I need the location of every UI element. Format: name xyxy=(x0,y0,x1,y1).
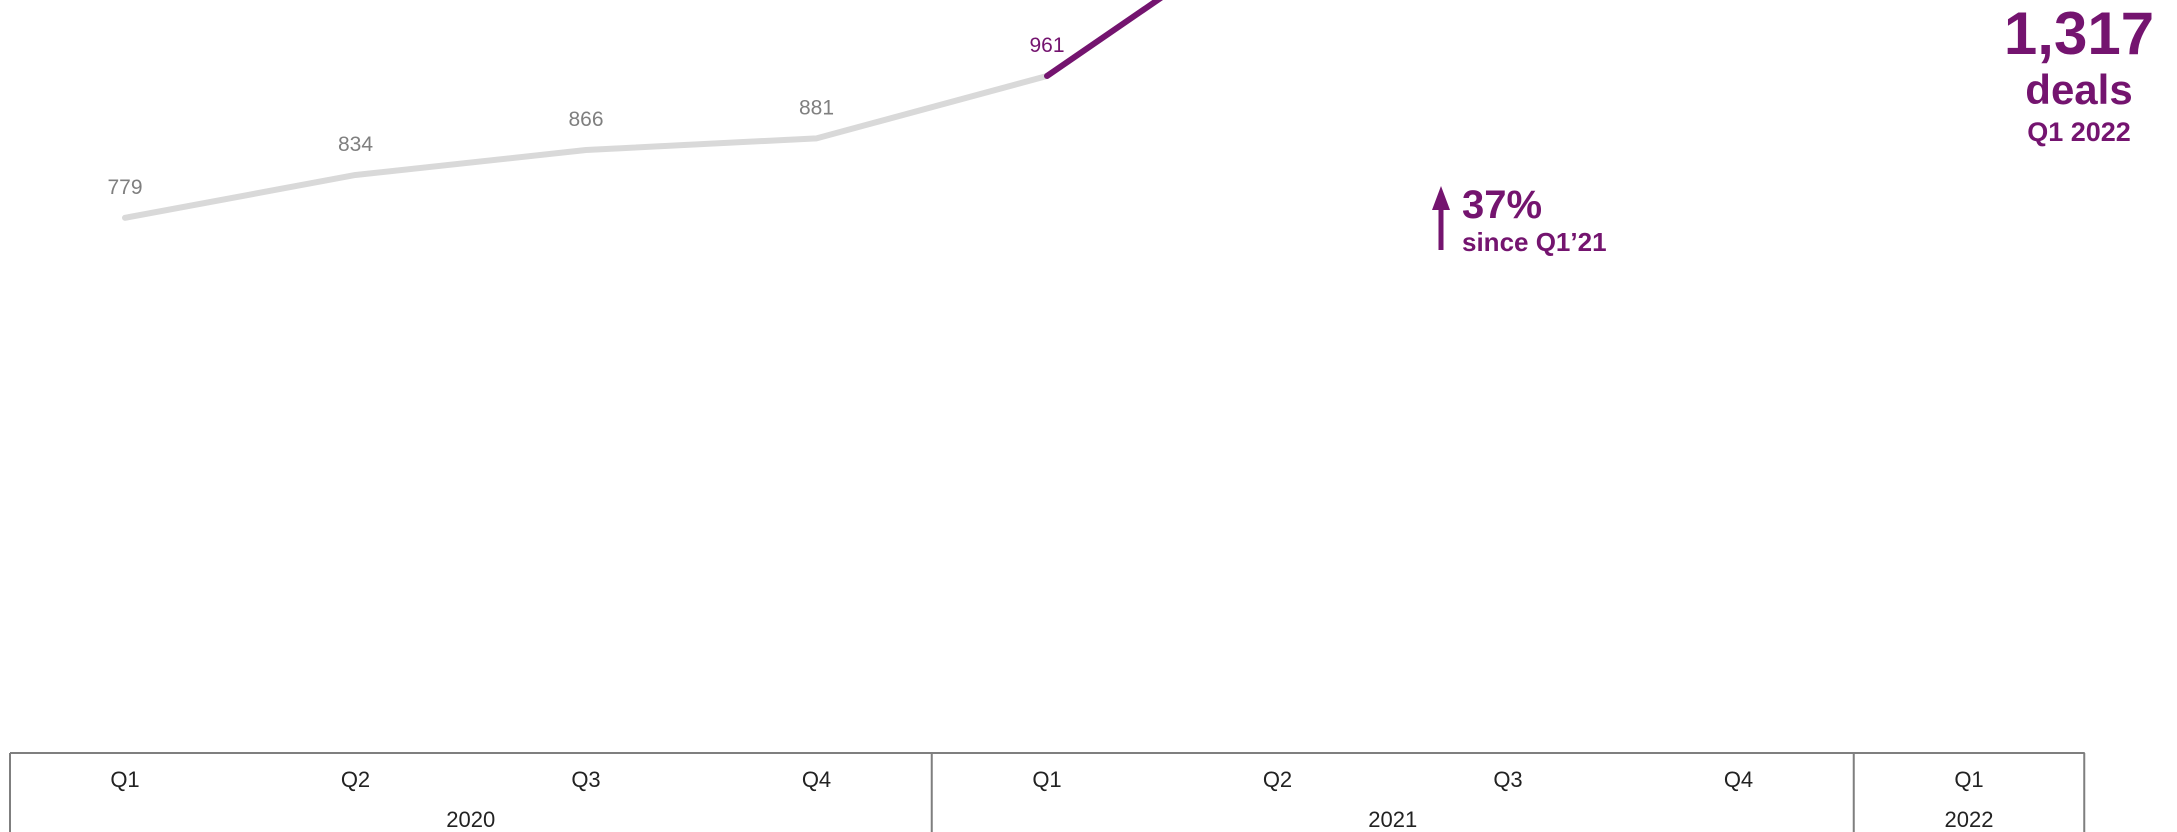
growth-label: since Q1’21 xyxy=(1462,227,1607,257)
year-label: 2022 xyxy=(1945,807,1994,832)
quarter-tick-label: Q3 xyxy=(1493,767,1522,792)
growth-value: 37% xyxy=(1462,183,1542,227)
data-label: 881 xyxy=(799,96,834,119)
line-series xyxy=(122,0,1163,221)
history-line xyxy=(122,72,1050,221)
up-arrow-icon xyxy=(1432,186,1450,250)
year-label: 2021 xyxy=(1368,807,1417,832)
data-label: 961 xyxy=(1029,34,1064,57)
data-label: 779 xyxy=(107,176,142,199)
quarter-tick-label: Q4 xyxy=(1724,767,1753,792)
year-label: 2020 xyxy=(446,807,495,832)
highlight-line xyxy=(1044,0,1163,79)
quarter-tick-label: Q3 xyxy=(571,767,600,792)
callout-period: Q1 2022 xyxy=(2027,117,2131,147)
growth-annotation: 37% since Q1’21 xyxy=(1432,183,1607,257)
data-label: 834 xyxy=(338,133,373,156)
quarter-tick-label: Q4 xyxy=(802,767,831,792)
quarter-tick-label: Q1 xyxy=(1032,767,1061,792)
data-label: 866 xyxy=(568,108,603,131)
category-axis: 2020 2021 2022 Q1 Q2 Q3 Q4 Q1 Q2 Q3 Q4 Q1 xyxy=(9,752,2086,832)
quarter-tick-label: Q2 xyxy=(341,767,370,792)
quarter-tick-label: Q2 xyxy=(1263,767,1292,792)
quarter-tick-label: Q1 xyxy=(110,767,139,792)
quarter-tick-label: Q1 xyxy=(1954,767,1983,792)
callout-unit: deals xyxy=(2025,66,2132,113)
callout-value: 1,317 xyxy=(2004,0,2154,67)
